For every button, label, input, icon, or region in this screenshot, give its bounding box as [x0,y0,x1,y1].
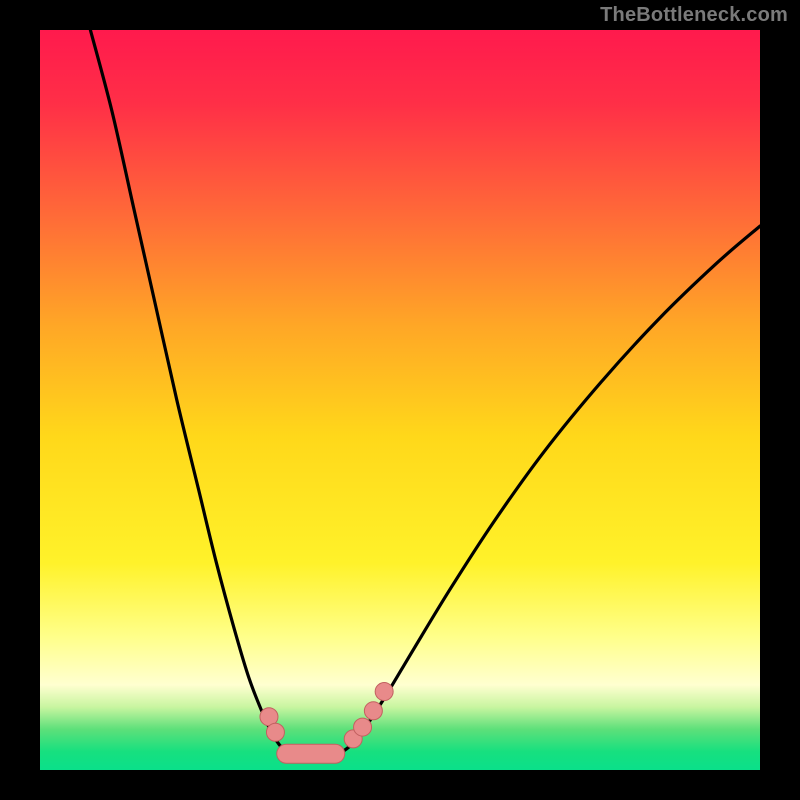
marker-dot [364,702,382,720]
marker-dot [266,723,284,741]
chart-container: TheBottleneck.com [0,0,800,800]
marker-dot [375,683,393,701]
left-curve [90,30,292,754]
curve-layer [40,30,760,770]
watermark-text: TheBottleneck.com [600,4,788,27]
right-curve [339,226,760,754]
plot-area [40,30,760,770]
marker-dot [354,718,372,736]
